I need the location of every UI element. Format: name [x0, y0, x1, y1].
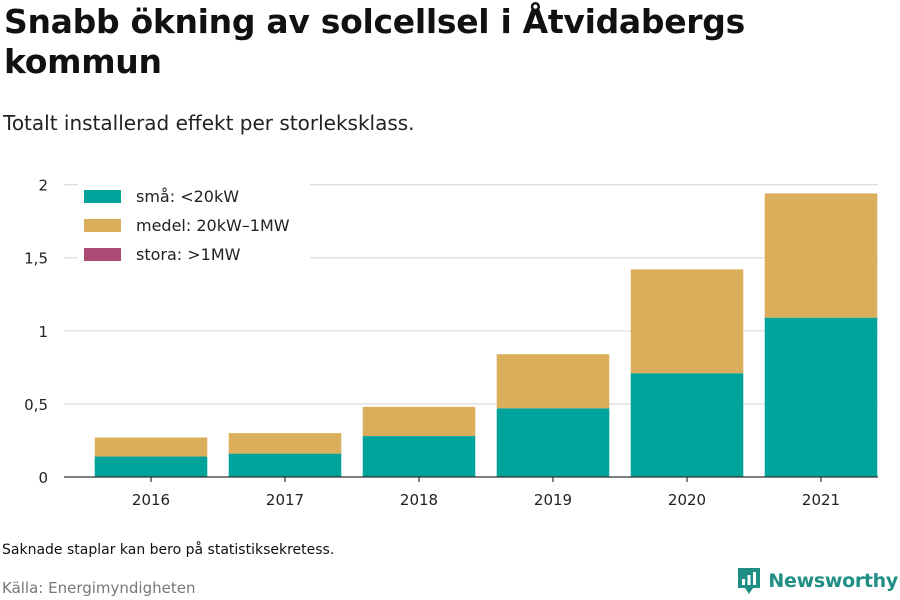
legend-swatch — [84, 248, 121, 261]
stacked-bar-chart: 0 0,5 1 1,5 2 2016 2017 2018 2019 2020 2021 små: <… — [24, 177, 878, 509]
legend-label: medel: 20kW–1MW — [136, 216, 290, 235]
bar-segment — [94, 437, 208, 457]
x-tick-label: 2019 — [534, 491, 572, 509]
axes: 0 0,5 1 1,5 2 2016 2017 2018 2019 2020 2021 — [24, 177, 878, 509]
newsworthy-logo-icon — [738, 568, 761, 594]
bar-segment — [764, 317, 878, 477]
x-tick-label: 2018 — [400, 491, 438, 509]
legend-label: små: <20kW — [136, 187, 239, 206]
bar-segment — [362, 436, 476, 477]
bar-segment — [496, 408, 610, 477]
bar-segment — [630, 269, 744, 374]
source-label: Källa: Energimyndigheten — [2, 579, 196, 597]
legend: små: <20kW medel: 20kW–1MW stora: >1MW — [78, 184, 310, 270]
bar-segment — [496, 354, 610, 409]
x-tick-label: 2021 — [802, 491, 840, 509]
y-tick-label: 0 — [38, 469, 48, 487]
bar-segment — [228, 453, 342, 477]
bars — [94, 193, 878, 477]
bar-segment — [228, 433, 342, 454]
x-tick-label: 2017 — [266, 491, 304, 509]
x-tick-label: 2016 — [132, 491, 170, 509]
legend-swatch — [84, 219, 121, 232]
x-tick-label: 2020 — [668, 491, 706, 509]
legend-label: stora: >1MW — [136, 245, 241, 264]
y-tick-label: 2 — [38, 177, 48, 195]
brand-name: Newsworthy — [768, 570, 898, 592]
y-tick-label: 1,5 — [24, 250, 48, 268]
brand-logo: Newsworthy — [736, 566, 898, 596]
bar-segment — [764, 193, 878, 318]
bar-segment — [94, 456, 208, 477]
chart-title: Snabb ökning av solcellsel i Åtvidabergs… — [4, 2, 745, 81]
bar-segment — [630, 373, 744, 477]
legend-swatch — [84, 190, 121, 203]
chart-subtitle: Totalt installerad effekt per storlekskl… — [3, 111, 415, 135]
y-tick-label: 0,5 — [24, 396, 48, 414]
y-tick-label: 1 — [38, 323, 48, 341]
bar-segment — [362, 406, 476, 437]
footnote: Saknade staplar kan bero på statistiksek… — [2, 542, 335, 558]
